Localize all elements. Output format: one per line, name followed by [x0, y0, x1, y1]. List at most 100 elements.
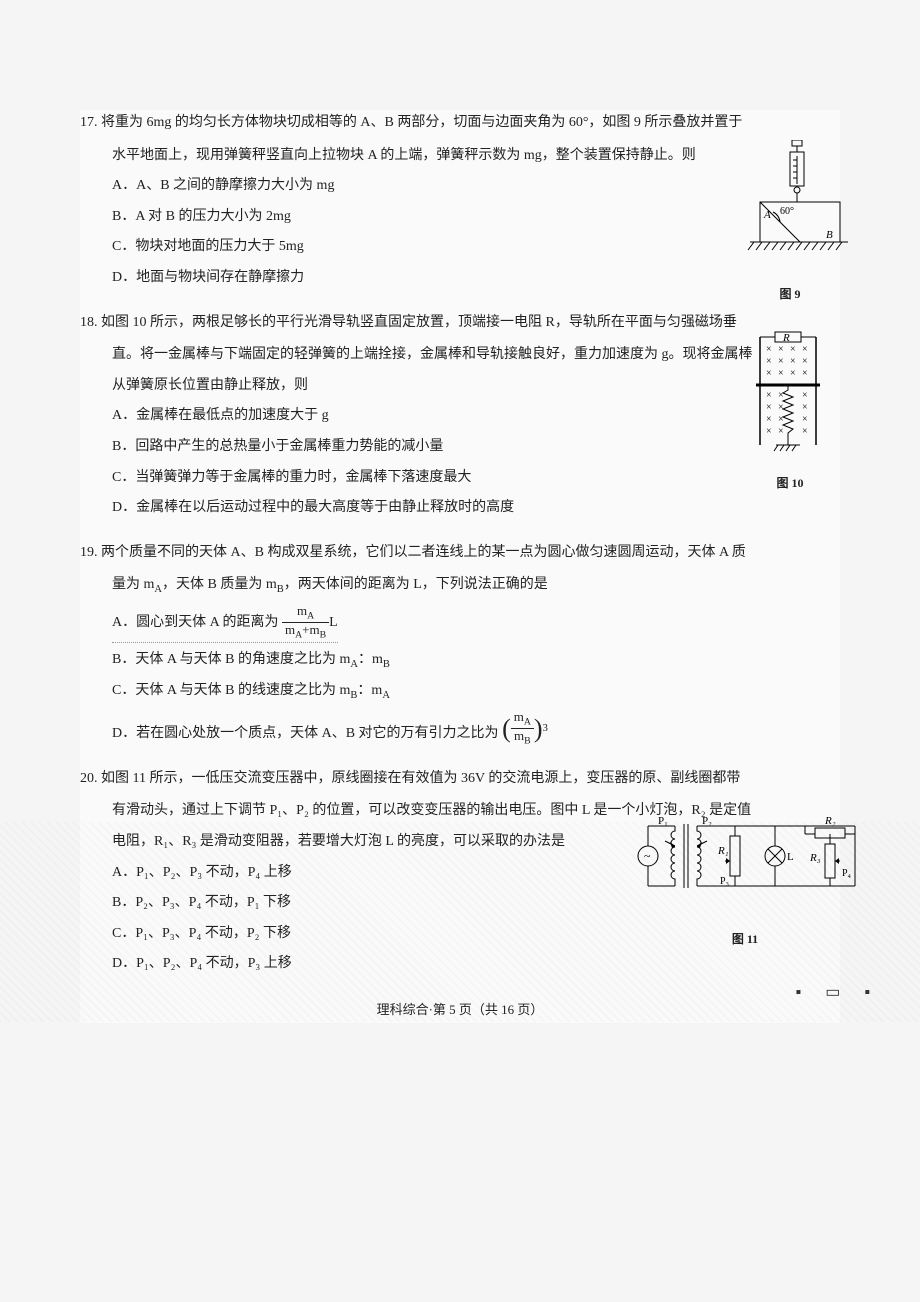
q19-stem: 19. 两个质量不同的天体 A、B 构成双星系统，它们以二者连线上的某一点为圆心… [80, 540, 840, 567]
q20-num: 20. [80, 771, 98, 786]
q19-a-frac: mA mA+mB [282, 604, 329, 642]
fig11-tilde: ~ [644, 849, 651, 863]
svg-text:×: × [802, 402, 808, 413]
q19-c-s2: A [382, 690, 390, 701]
fig10-label-r: R [782, 332, 790, 344]
svg-text:×: × [778, 414, 784, 425]
page-footer: 理科综合·第 5 页（共 16 页） [80, 998, 840, 1023]
q18-opt-d: D．金属棒在以后运动过程中的最大高度等于由静止释放时的高度 [80, 495, 840, 522]
q19-s2-sub2: B [277, 584, 284, 595]
svg-text:×: × [778, 368, 784, 379]
q20-opt-d: D．P₁、P₂、P₄ 不动，P₃ 上移 [80, 951, 840, 978]
svg-text:×: × [778, 402, 784, 413]
q18-opt-a: A．金属棒在最低点的加速度大于 g [80, 403, 840, 430]
q19-opt-b: B．天体 A 与天体 B 的角速度之比为 mA：mB [80, 647, 840, 675]
q19-b-s2: B [383, 658, 390, 669]
q19-s2-pre: 量为 m [112, 577, 154, 592]
exam-page: 17. 将重为 6mg 的均匀长方体物块切成相等的 A、B 两部分，切面与边面夹… [80, 110, 840, 1023]
fig11-p4: P₄ [842, 868, 852, 879]
svg-text:×: × [802, 390, 808, 401]
svg-text:×: × [802, 368, 808, 379]
q17-num: 17. [80, 115, 98, 130]
figure-11: ~ P₁ P₂ R₁ [630, 806, 860, 951]
fig11-r3: R₃ [809, 852, 821, 864]
q17-opt-a: A．A、B 之间的静摩擦力大小为 mg [80, 173, 840, 200]
q17-opt-d: D．地面与物块间存在静摩擦力 [80, 265, 840, 292]
fig11-p2: P₂ [702, 815, 712, 827]
svg-text:×: × [766, 390, 772, 401]
q17-opt-b: B．A 对 B 的压力大小为 2mg [80, 204, 840, 231]
q18-opt-c: C．当弹簧弹力等于金属棒的重力时，金属棒下落速度最大 [80, 465, 840, 492]
svg-text:×: × [790, 356, 796, 367]
question-18: 18. 如图 10 所示，两根足够长的平行光滑导轨竖直固定放置，顶端接一电阻 R… [80, 310, 840, 522]
q19-a-post: L [329, 615, 338, 630]
q17-stem: 17. 将重为 6mg 的均匀长方体物块切成相等的 A、B 两部分，切面与边面夹… [80, 110, 840, 137]
fig11-p3: P₃ [720, 876, 729, 887]
q20-stem: 20. 如图 11 所示，一低压交流变压器中，原线圈接在有效值为 36V 的交流… [80, 766, 840, 793]
q19-d-frac: ( mAmB ) [502, 710, 543, 748]
q19-opt-d: D．若在圆心处放一个质点，天体 A、B 对它的万有引力之比为 ( mAmB ) … [80, 710, 840, 748]
fig10-caption: 图 10 [730, 472, 850, 495]
figure-9-svg: A 60° B [730, 140, 850, 270]
question-20: 20. 如图 11 所示，一低压交流变压器中，原线圈接在有效值为 36V 的交流… [80, 766, 840, 978]
svg-text:×: × [802, 414, 808, 425]
q19-num: 19. [80, 545, 98, 560]
q18-num: 18. [80, 315, 98, 330]
fig9-caption: 图 9 [730, 283, 850, 306]
q19-a-pre: A．圆心到天体 A 的距离为 [112, 615, 278, 630]
figure-10-svg: R ×××× ×××× ×××× ××× ××× ××× ××× [730, 330, 840, 460]
q19-b-mid: ：m [358, 652, 383, 667]
svg-text:×: × [790, 344, 796, 355]
svg-text:×: × [802, 426, 808, 437]
svg-text:×: × [802, 356, 808, 367]
fig11-r1: R₁ [717, 845, 729, 857]
q18-stem-line2: 直。将一金属棒与下端固定的轻弹簧的上端拴接，金属棒和导轨接触良好，重力加速度为 … [80, 342, 840, 369]
q20-stem-line1: 如图 11 所示，一低压交流变压器中，原线圈接在有效值为 36V 的交流电源上，… [101, 771, 740, 786]
q19-opt-a: A．圆心到天体 A 的距离为 mA mA+mB L [112, 604, 338, 643]
fig11-caption: 图 11 [630, 928, 860, 951]
corner-marks: ▪ ▭ ▪ [796, 982, 880, 1002]
q19-d-exp: 3 [543, 723, 548, 734]
q18-opt-b: B．回路中产生的总热量小于金属棒重力势能的减小量 [80, 434, 840, 461]
q19-opt-c: C．天体 A 与天体 B 的线速度之比为 mB：mA [80, 678, 840, 706]
q19-b-s1: A [350, 658, 358, 669]
figure-9: A 60° B 图 9 [730, 140, 850, 305]
svg-text:×: × [778, 344, 784, 355]
fig11-l: L [787, 851, 794, 863]
q19-d-pre: D．若在圆心处放一个质点，天体 A、B 对它的万有引力之比为 [112, 726, 499, 741]
svg-text:×: × [766, 368, 772, 379]
fig9-angle: 60° [780, 206, 794, 217]
q19-stem-line1: 两个质量不同的天体 A、B 构成双星系统，它们以二者连线上的某一点为圆心做匀速圆… [101, 545, 746, 560]
q17-stem-line2: 水平地面上，现用弹簧秤竖直向上拉物块 A 的上端，弹簧秤示数为 mg，整个装置保… [80, 143, 840, 170]
q19-c-mid: ：m [357, 683, 382, 698]
svg-text:×: × [790, 368, 796, 379]
svg-text:×: × [766, 426, 772, 437]
fig11-r2: R₂ [824, 815, 836, 827]
q19-c-pre: C．天体 A 与天体 B 的线速度之比为 m [112, 683, 350, 698]
q19-b-pre: B．天体 A 与天体 B 的角速度之比为 m [112, 652, 350, 667]
q19-s2-sub1: A [154, 584, 162, 595]
fig11-p1: P₁ [658, 815, 668, 827]
q19-s2-mid: ，天体 B 质量为 m [162, 577, 277, 592]
figure-11-svg: ~ P₁ P₂ R₁ [630, 806, 860, 916]
svg-text:×: × [766, 344, 772, 355]
q18-stem-line1: 如图 10 所示，两根足够长的平行光滑导轨竖直固定放置，顶端接一电阻 R，导轨所… [101, 315, 737, 330]
question-19: 19. 两个质量不同的天体 A、B 构成双星系统，它们以二者连线上的某一点为圆心… [80, 540, 840, 748]
svg-text:×: × [802, 344, 808, 355]
q17-opt-c: C．物块对地面的压力大于 5mg [80, 234, 840, 261]
q19-stem-line2: 量为 mA，天体 B 质量为 mB，两天体间的距离为 L，下列说法正确的是 [80, 572, 840, 600]
q17-stem-line1: 将重为 6mg 的均匀长方体物块切成相等的 A、B 两部分，切面与边面夹角为 6… [101, 115, 742, 130]
figure-10: R ×××× ×××× ×××× ××× ××× ××× ××× [730, 330, 850, 495]
svg-text:×: × [778, 356, 784, 367]
fig9-label-b: B [826, 229, 833, 241]
svg-text:×: × [778, 390, 784, 401]
question-17: 17. 将重为 6mg 的均匀长方体物块切成相等的 A、B 两部分，切面与边面夹… [80, 110, 840, 292]
fig9-label-a: A [763, 209, 771, 221]
svg-text:×: × [766, 356, 772, 367]
q18-stem-line3: 从弹簧原长位置由静止释放，则 [80, 373, 840, 400]
svg-text:×: × [766, 402, 772, 413]
q18-stem: 18. 如图 10 所示，两根足够长的平行光滑导轨竖直固定放置，顶端接一电阻 R… [80, 310, 840, 337]
svg-text:×: × [778, 426, 784, 437]
q19-s2-post: ，两天体间的距离为 L，下列说法正确的是 [284, 577, 548, 592]
svg-text:×: × [766, 414, 772, 425]
